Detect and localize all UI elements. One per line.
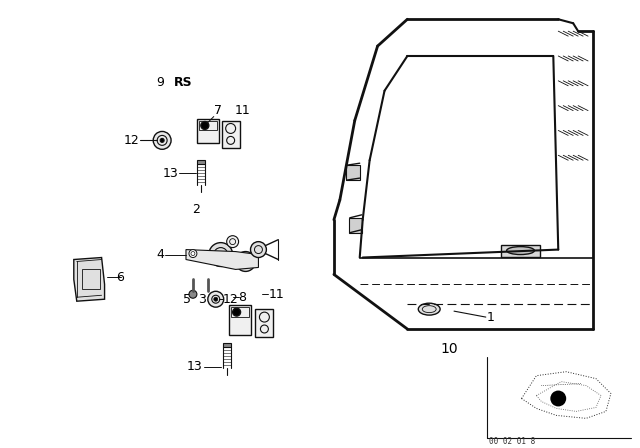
Circle shape <box>227 236 239 248</box>
Text: 13: 13 <box>163 167 178 180</box>
Text: 00 02 01 8: 00 02 01 8 <box>489 437 535 446</box>
Text: 12: 12 <box>223 293 239 306</box>
Ellipse shape <box>419 303 440 315</box>
Circle shape <box>550 391 566 406</box>
Text: RS: RS <box>174 76 193 89</box>
Text: 4: 4 <box>156 248 164 261</box>
Bar <box>349 218 362 233</box>
Circle shape <box>232 308 241 316</box>
Text: 10: 10 <box>440 342 458 356</box>
Circle shape <box>153 131 171 149</box>
Bar <box>197 119 219 143</box>
Circle shape <box>214 297 218 301</box>
Circle shape <box>201 121 209 129</box>
Bar <box>199 121 217 130</box>
Text: 3: 3 <box>198 293 206 306</box>
Circle shape <box>250 241 266 258</box>
Text: 5: 5 <box>183 293 191 306</box>
Bar <box>500 245 540 257</box>
Text: 7: 7 <box>214 104 222 117</box>
Circle shape <box>244 259 248 263</box>
Text: 9: 9 <box>156 76 164 89</box>
Bar <box>255 309 273 337</box>
Polygon shape <box>186 250 259 269</box>
Text: 8: 8 <box>239 291 246 304</box>
Bar <box>346 165 360 180</box>
Bar <box>197 160 205 164</box>
Bar <box>230 307 248 317</box>
Text: 2: 2 <box>192 203 200 216</box>
Ellipse shape <box>507 246 534 254</box>
Circle shape <box>209 243 232 267</box>
Text: 12: 12 <box>124 134 140 147</box>
Circle shape <box>160 138 164 142</box>
Text: 11: 11 <box>268 288 284 301</box>
Text: 11: 11 <box>235 104 250 117</box>
Circle shape <box>208 291 224 307</box>
Text: 1: 1 <box>487 310 495 323</box>
Text: 13: 13 <box>187 360 203 373</box>
Bar <box>221 121 239 148</box>
Circle shape <box>189 250 197 258</box>
Bar <box>228 305 250 335</box>
Text: 6: 6 <box>116 271 124 284</box>
Circle shape <box>189 290 197 298</box>
Bar <box>82 269 100 289</box>
Bar <box>223 343 230 347</box>
Circle shape <box>236 252 255 271</box>
Circle shape <box>218 252 224 258</box>
Polygon shape <box>74 258 104 301</box>
